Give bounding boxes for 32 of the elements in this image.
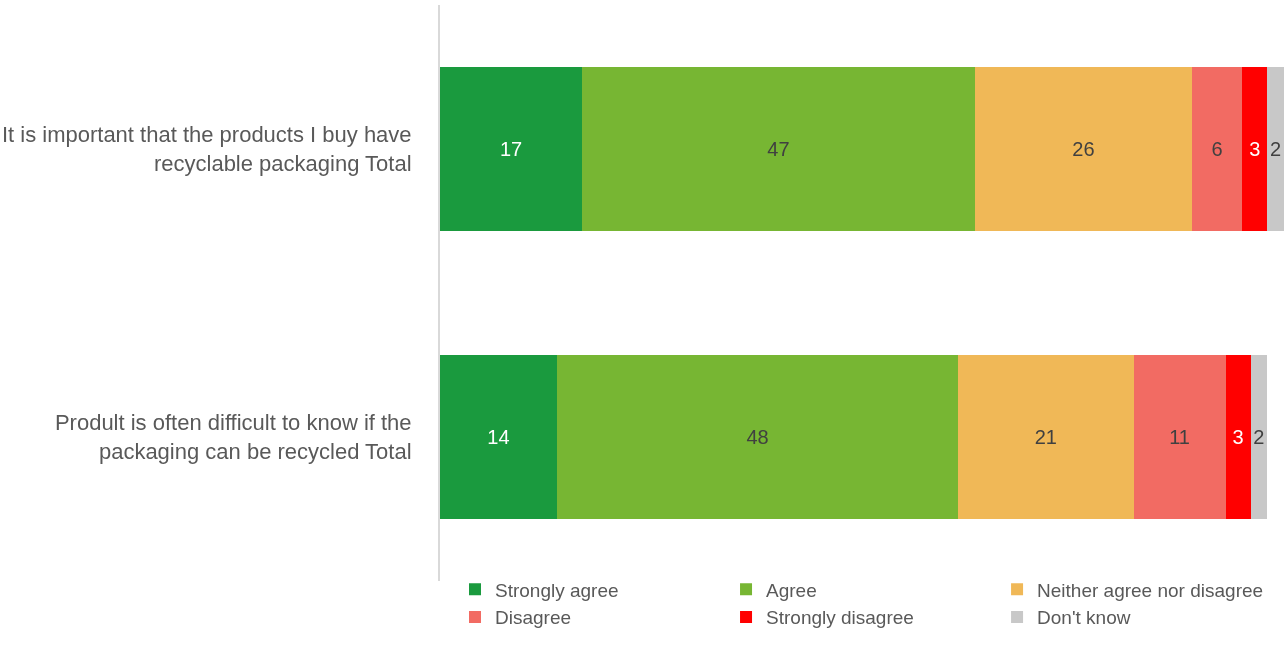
legend-label: Don't know [1037, 607, 1131, 629]
bar [958, 354, 1134, 520]
data-label: 14 [487, 426, 510, 448]
bar [1267, 66, 1284, 232]
data-label: 2 [1270, 138, 1282, 160]
bar [1225, 354, 1251, 520]
legend-label: Agree [766, 579, 817, 601]
bar [1133, 354, 1226, 520]
bar [1242, 66, 1268, 232]
data-label: 47 [767, 138, 790, 160]
data-label: 48 [746, 426, 769, 448]
bar [582, 66, 975, 232]
data-label: 11 [1169, 426, 1190, 448]
legend-label: Strongly agree [495, 579, 619, 601]
legend-label: Neither agree nor disagree [1037, 579, 1264, 601]
data-label: 3 [1232, 426, 1244, 448]
legend-label: Disagree [495, 607, 572, 629]
bar [1192, 66, 1243, 232]
bar [1250, 354, 1268, 520]
data-label: 3 [1249, 138, 1261, 160]
legend-label: Strongly disagree [766, 607, 914, 629]
bar [556, 354, 959, 520]
y-tick-label: It is important that the products I buy have recyclable packaging Total [1, 122, 412, 176]
data-label: 6 [1211, 138, 1223, 160]
bar [440, 66, 583, 232]
data-label: 26 [1072, 138, 1095, 160]
data-label: 17 [499, 138, 523, 160]
bar [440, 354, 557, 520]
data-label: 21 [1034, 426, 1057, 448]
bar [974, 66, 1193, 232]
y-tick-label: Prodult is often difficult to know if the packaging can be recycled Total [54, 410, 412, 464]
data-label: 2 [1253, 426, 1265, 448]
